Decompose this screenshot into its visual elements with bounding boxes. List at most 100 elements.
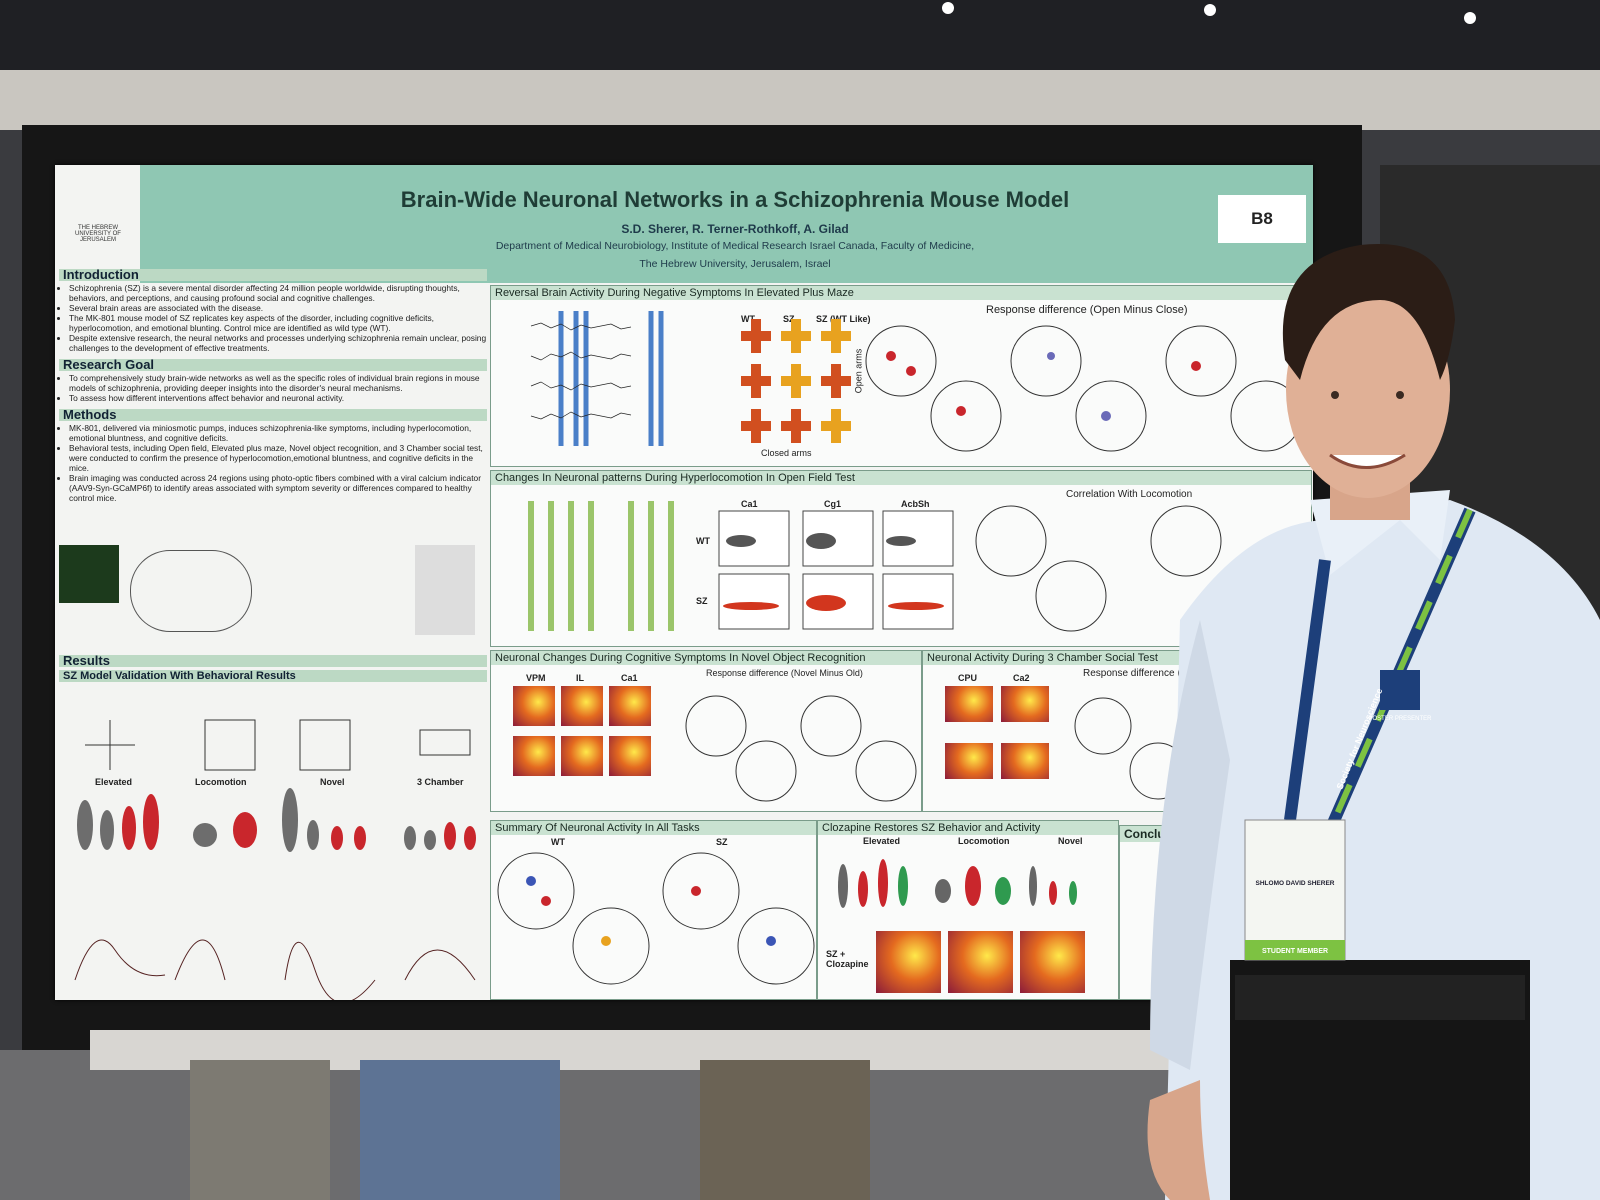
panel-label: Closed arms	[761, 448, 812, 458]
board-number: B8	[1218, 195, 1306, 243]
panel-figures	[838, 859, 1077, 908]
bullet: Schizophrenia (SZ) is a severe mental di…	[69, 283, 487, 303]
light	[1464, 12, 1476, 24]
section-heading: Methods	[59, 408, 487, 421]
bullet-list: To comprehensively study brain-wide netw…	[59, 373, 487, 403]
heatmap	[945, 686, 993, 722]
microscopy-image	[59, 545, 119, 603]
panel-heading: Summary Of Neuronal Activity In All Task…	[491, 821, 816, 835]
poster-title: Brain-Wide Neuronal Networks in a Schizo…	[400, 187, 1070, 212]
panel-label: Response difference (Strang	[1083, 668, 1211, 679]
panel: Summary Of Neuronal Activity In All Task…	[490, 820, 817, 1000]
heatmap	[876, 931, 941, 993]
panel: Reversal Brain Activity During Negative …	[490, 285, 1312, 467]
bullet: To assess how different interventions af…	[69, 393, 487, 403]
bullet: The MK-801 mouse model of SZ replicates …	[69, 313, 487, 333]
panel-heading: Neuronal Changes During Cognitive Sympto…	[491, 651, 921, 665]
heatmap	[948, 931, 1013, 993]
panel-label: Cg1	[824, 499, 842, 509]
bullet: MK-801, delivered via miniosmotic pumps,…	[69, 423, 487, 443]
test-icons	[85, 719, 471, 771]
bullet: Several brain areas are associated with …	[69, 303, 487, 313]
heatmap-crosses	[741, 319, 851, 443]
bullet: To comprehensively study brain-wide netw…	[69, 373, 487, 393]
badge-name: SHLOMO DAVID SHERER	[1256, 880, 1335, 887]
panel-label: CPU	[958, 673, 978, 683]
section-heading: Research Goal	[59, 358, 487, 371]
badge-band	[1245, 940, 1345, 960]
affiliation: The Hebrew University, Jerusalem, Israel	[639, 258, 831, 270]
section-subheading: SZ Model Validation With Behavioral Resu…	[59, 670, 487, 682]
panel-figures	[497, 852, 815, 985]
panel-label: Correlation With Locomotion	[1066, 489, 1193, 500]
eye	[1396, 391, 1404, 399]
visitor-legs	[190, 1060, 330, 1200]
panel-label: VPM	[526, 673, 546, 683]
panel-label: Ca1	[621, 673, 638, 683]
panel-label: Novel	[1058, 836, 1083, 846]
banner	[140, 165, 1313, 283]
region-dots	[886, 351, 1201, 421]
left-column: Introduction Schizophrenia (SZ) is a sev…	[59, 268, 487, 503]
heatmap	[561, 686, 603, 726]
poster: THE HEBREW UNIVERSITY OF JERUSALEM Brain…	[55, 165, 1313, 1000]
panel-label: AcbSh	[901, 499, 930, 509]
ribbon	[1380, 670, 1420, 710]
heatmap	[1001, 686, 1049, 722]
brain-maps	[975, 505, 1292, 632]
brain-diagram	[130, 550, 252, 632]
scatter-clouds	[723, 533, 944, 611]
sleeve	[1150, 620, 1230, 1070]
results: Results SZ Model Validation With Behavio…	[59, 654, 487, 682]
panel-label: SZ (WT Like)	[816, 314, 871, 324]
violin-plots	[77, 788, 476, 852]
panel: Neuronal Changes During Cognitive Sympto…	[490, 650, 922, 812]
panel-label: Locomotion	[958, 836, 1010, 846]
panel-label: SZ	[716, 837, 728, 847]
panel-label: IL	[576, 673, 584, 683]
panel-label: Ca2	[1013, 673, 1030, 683]
smile	[1329, 453, 1406, 469]
heatmap	[609, 686, 651, 726]
panel-figures	[530, 311, 1302, 452]
brain-maps	[685, 695, 917, 802]
panel-figures	[685, 695, 917, 802]
heatmap	[513, 736, 555, 776]
brain-maps	[865, 325, 1302, 452]
panel-label: Response difference (Open Minus Close)	[986, 304, 1188, 316]
scatter-boxes	[718, 510, 954, 630]
university-logo: THE HEBREW UNIVERSITY OF JERUSALEM	[75, 225, 121, 243]
badge-membership: STUDENT MEMBER	[1262, 948, 1328, 955]
test-label: Elevated	[95, 777, 133, 787]
bullet-list: MK-801, delivered via miniosmotic pumps,…	[59, 423, 487, 503]
panel-heading: Clozapine Restores SZ Behavior and Activ…	[818, 821, 1118, 835]
panel-label: WT	[741, 314, 755, 324]
affiliation: Department of Medical Neurobiology, Inst…	[495, 240, 975, 252]
bullet: Despite extensive research, the neural n…	[69, 333, 487, 353]
test-label: Locomotion	[195, 777, 247, 787]
panel: Changes In Neuronal patterns During Hype…	[490, 470, 1312, 647]
section-heading: Results	[59, 654, 487, 667]
region-dots	[526, 876, 776, 946]
badge	[1244, 819, 1346, 961]
bullet: Brain imaging was conducted across 24 re…	[69, 473, 487, 503]
test-label: 3 Chamber	[417, 777, 464, 787]
panel-heading: Changes In Neuronal patterns During Hype…	[491, 471, 1311, 485]
panel-label: Elevated	[863, 836, 901, 846]
brain-maps	[497, 852, 815, 985]
traces	[530, 322, 632, 420]
panel-heading: Reversal Brain Activity During Negative …	[491, 286, 1311, 300]
violin-plots	[838, 859, 1077, 908]
heatmap	[609, 736, 651, 776]
section-heading: Introduction	[59, 268, 487, 281]
ribbon-text: POSTER PRESENTER	[1368, 716, 1432, 722]
wall-beam	[0, 70, 1600, 130]
heatmap	[1001, 743, 1049, 779]
heatmap	[1020, 931, 1085, 993]
eye	[1331, 391, 1339, 399]
hair	[1282, 243, 1455, 380]
panel-label: Ca1	[741, 499, 758, 509]
heatmap	[945, 743, 993, 779]
